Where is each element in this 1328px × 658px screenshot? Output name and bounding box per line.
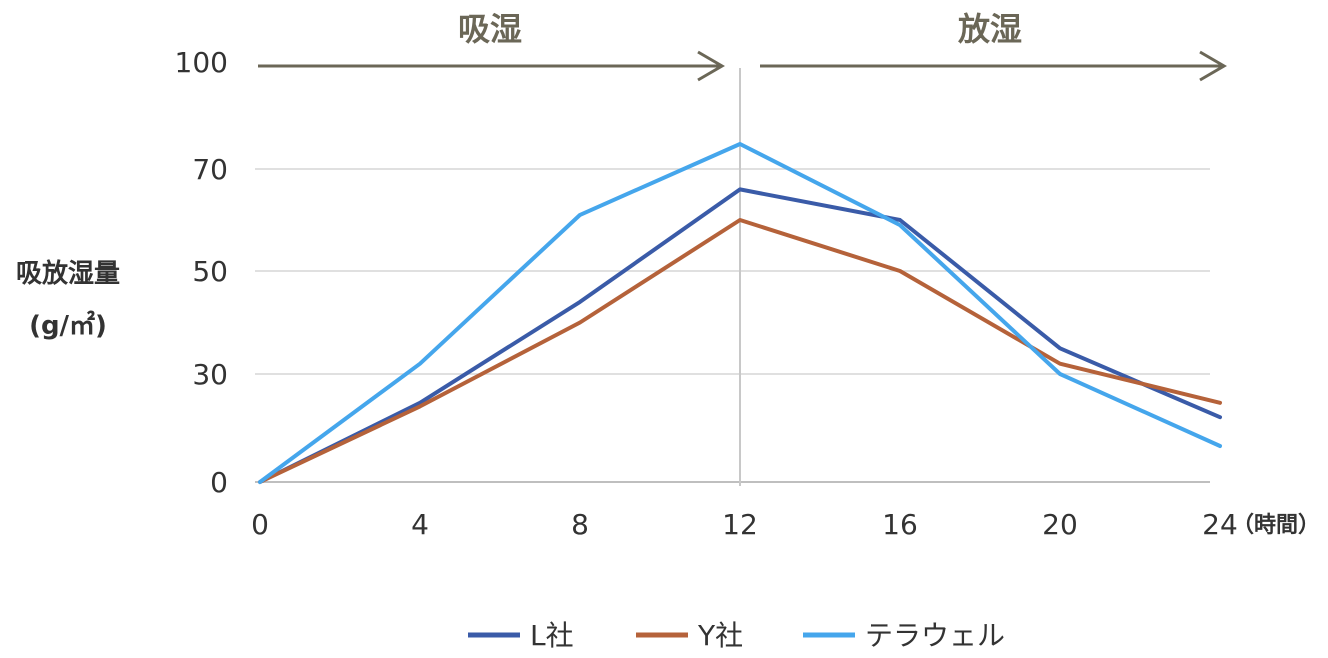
absorb-arrowhead	[697, 50, 725, 82]
x-tick-label: 16	[882, 508, 918, 541]
legend: L社 Y社 テラウェル	[468, 619, 1005, 652]
y-tick-label: 70	[192, 153, 228, 186]
y-tick-labels: 0 30 50 70 100	[175, 46, 228, 499]
x-tick-labels: 0 4 8 12 16 20 24	[251, 508, 1238, 541]
phase-arrows	[258, 50, 1227, 82]
y-axis-label: 吸放湿量	[16, 258, 120, 289]
phase-label-absorb: 吸湿	[458, 10, 522, 48]
phase-label-release: 放湿	[958, 10, 1022, 48]
release-arrowhead	[1199, 50, 1227, 82]
series-line	[258, 187, 1222, 484]
series-line	[258, 218, 1222, 484]
series-lines	[258, 142, 1222, 484]
y-tick-label: 30	[192, 358, 228, 391]
y-tick-label: 50	[192, 255, 228, 288]
legend-label: L社	[530, 619, 574, 652]
x-tick-label: 8	[571, 508, 589, 541]
grid-lines	[255, 168, 1210, 483]
x-tick-label: 12	[722, 508, 758, 541]
legend-label: Y社	[697, 619, 743, 652]
y-tick-label: 0	[210, 466, 228, 499]
x-tick-label: 0	[251, 508, 269, 541]
series-line	[258, 142, 1222, 484]
x-tick-label: 4	[411, 508, 429, 541]
x-axis-unit: （時間）	[1232, 513, 1320, 538]
x-tick-label: 20	[1042, 508, 1078, 541]
y-tick-label: 100	[175, 46, 228, 79]
legend-label: テラウェル	[865, 619, 1005, 652]
y-axis-unit: (g/㎡)	[29, 310, 107, 341]
x-tick-label: 24	[1202, 508, 1238, 541]
